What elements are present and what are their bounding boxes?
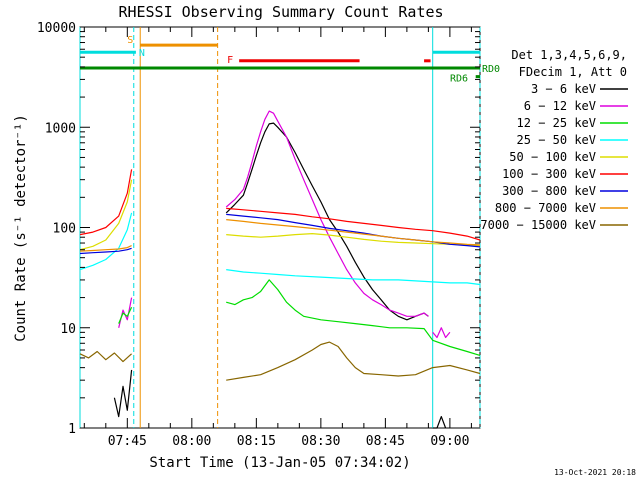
series-line-6-12-kev-2 (432, 327, 451, 339)
legend-header-line-1: Det 1,3,4,5,6,9, (511, 48, 627, 62)
x-axis-label: Start Time (13-Jan-05 07:34:02) (149, 455, 410, 471)
x-tick-label-07-45: 07:45 (108, 434, 147, 449)
legend-label-12-25-kev: 12 − 25 keV (517, 116, 596, 130)
x-axis-ticks: 07:45 08:00 08:15 08:30 08:45 09:00 (83, 27, 472, 449)
x-tick-label-08-45: 08:45 (366, 434, 405, 449)
x-tick-label-08-00: 08:00 (172, 434, 211, 449)
series-line-12-25-kev-0 (118, 307, 133, 324)
series-line-25-50-kev-0 (79, 212, 133, 271)
state-bar-label-saa: S (127, 35, 133, 46)
series-line-800-7000-kev-0 (79, 245, 132, 252)
legend-label-6-12-kev: 6 − 12 keV (524, 99, 596, 113)
series-line-50-100-kev-0 (79, 179, 133, 251)
x-tick-label-09-00: 09:00 (430, 434, 469, 449)
series-3-6-kev (113, 122, 447, 429)
series-line-12-25-kev-1 (226, 279, 481, 356)
series-line-3-6-kev-2 (432, 416, 447, 429)
y-tick-label-10000: 10000 (37, 21, 76, 36)
series-line-100-300-kev-0 (79, 169, 133, 236)
legend-label-7000-15000-kev: 7000 − 15000 keV (480, 218, 596, 232)
legend-header-line-2: FDecim 1, Att 0 (519, 65, 627, 79)
series-25-50-kev (79, 212, 481, 286)
series-7000-15000-kev (79, 341, 481, 381)
series-800-7000-kev (79, 219, 481, 252)
legend-label-50-100-kev: 50 − 100 keV (509, 150, 596, 164)
series-12-25-kev (118, 279, 481, 356)
x-tick-label-08-15: 08:15 (237, 434, 276, 449)
series-line-300-800-kev-1 (226, 213, 481, 248)
series-line-800-7000-kev-1 (226, 219, 481, 246)
y-tick-label-1: 1 (68, 422, 76, 437)
series-100-300-kev (79, 169, 481, 241)
series-line-3-6-kev-1 (225, 122, 429, 321)
legend-label-3-6-kev: 3 − 6 keV (531, 82, 596, 96)
state-bar-label-rd0: RD0 (482, 64, 500, 75)
state-bar-label-rd6: RD6 (450, 74, 468, 85)
series-line-300-800-kev-0 (79, 247, 132, 255)
series-layer (79, 110, 481, 429)
legend-label-100-300-kev: 100 − 300 keV (502, 167, 596, 181)
legend-label-300-800-kev: 300 − 800 keV (502, 184, 596, 198)
y-tick-label-100: 100 (53, 222, 76, 237)
y-tick-label-1000: 1000 (45, 121, 76, 136)
series-line-7000-15000-kev-0 (79, 350, 133, 363)
legend-entries: 3 − 6 keV 6 − 12 keV 12 − 25 keV 25 − 50 ke… (480, 82, 628, 232)
series-line-6-12-kev-1 (225, 110, 429, 317)
series-300-800-kev (79, 213, 481, 255)
vertical-markers (79, 27, 481, 428)
series-line-3-6-kev-0 (113, 369, 133, 418)
y-axis-label: Count Rate (s⁻¹ detector⁻¹) (13, 114, 29, 342)
state-bar-label-flare: F (227, 55, 233, 66)
series-line-25-50-kev-1 (226, 269, 481, 286)
y-tick-label-10: 10 (60, 322, 76, 337)
series-6-12-kev (118, 110, 451, 339)
legend-label-800-7000-kev: 800 − 7000 keV (495, 201, 596, 215)
state-bar-label-night-pre: N (139, 48, 145, 59)
plot-area: S F N RD0 RD6 1 10 100 1000 10000 07:45 08:00 08:1… (37, 21, 500, 449)
state-bars: S F N RD0 RD6 (80, 35, 500, 85)
legend-label-25-50-kev: 25 − 50 keV (517, 133, 596, 147)
footer-timestamp: 13-Oct-2021 20:18 (554, 468, 636, 477)
y-axis-ticks: 1 10 100 1000 10000 (37, 21, 480, 437)
series-50-100-kev (79, 179, 481, 251)
legend: Det 1,3,4,5,6,9, FDecim 1, Att 0 3 − 6 k… (480, 48, 628, 232)
chart-title: RHESSI Observing Summary Count Rates (118, 3, 443, 21)
series-line-50-100-kev-1 (226, 233, 481, 247)
x-tick-label-08-30: 08:30 (301, 434, 340, 449)
series-line-7000-15000-kev-1 (226, 341, 481, 381)
series-line-100-300-kev-1 (226, 207, 481, 241)
